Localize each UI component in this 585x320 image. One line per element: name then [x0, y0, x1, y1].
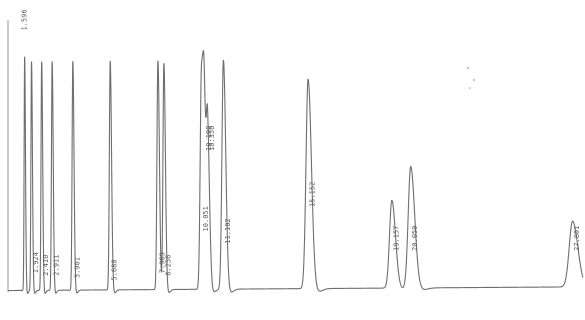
peak-label: 2.410 — [42, 255, 50, 276]
peak-label: 20.059 — [411, 226, 419, 251]
peak-label: 10.051 — [202, 206, 210, 231]
chromatogram-trace — [8, 49, 584, 294]
peak-label: 1.596 — [21, 9, 29, 30]
peak-label: 10.190 — [205, 126, 213, 151]
peak-label: 7.969 — [158, 252, 166, 273]
peak-labels: 1.596 1.924 2.410 2.911 3.901 5.688 7.9698.256… — [21, 9, 581, 280]
peak-label: 10.350 — [208, 126, 216, 151]
scan-artifacts — [467, 67, 475, 89]
peak-label: 11.102 — [224, 218, 232, 243]
scan-dot — [467, 67, 469, 69]
peak-label: 15.152 — [309, 182, 317, 207]
peak-label: 2.911 — [53, 255, 61, 276]
scan-dot — [469, 87, 471, 89]
peak-label: 5.688 — [111, 259, 119, 280]
peak-label: 27.801 — [573, 226, 581, 251]
peak-label: 3.901 — [73, 257, 81, 278]
scan-dot — [473, 79, 475, 81]
peak-label: 19.157 — [392, 226, 400, 251]
peak-label: 8.256 — [164, 255, 172, 276]
peak-label: 1.924 — [32, 252, 40, 273]
